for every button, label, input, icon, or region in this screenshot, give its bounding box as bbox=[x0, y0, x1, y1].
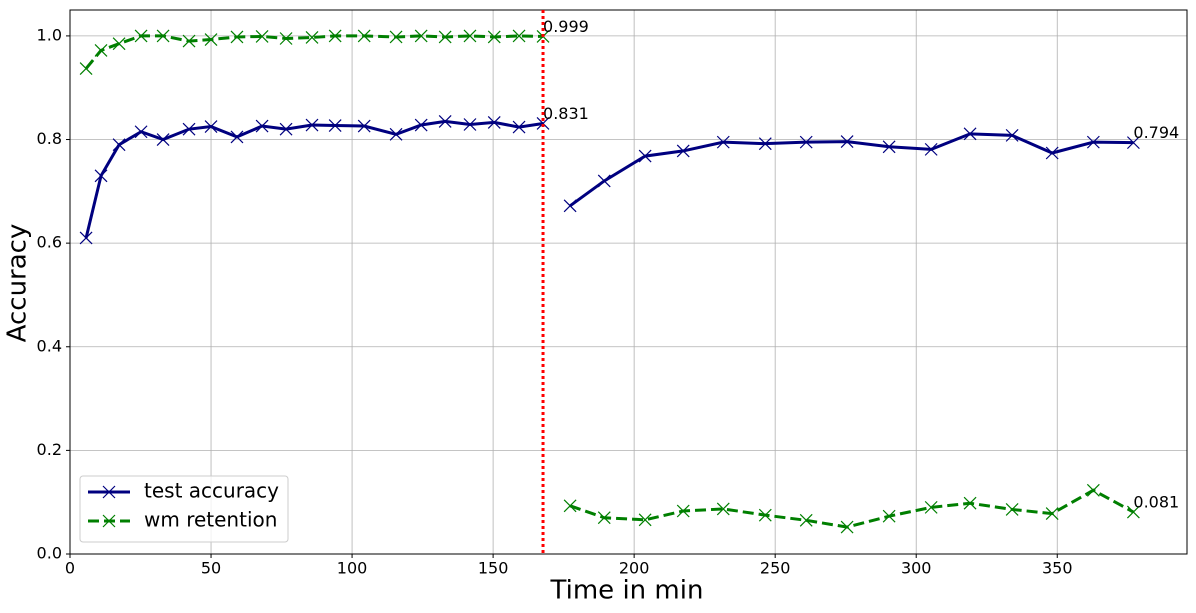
marker bbox=[279, 32, 293, 45]
marker bbox=[597, 174, 611, 188]
value-label: 0.794 bbox=[1133, 123, 1179, 142]
marker bbox=[204, 33, 218, 46]
marker bbox=[255, 29, 269, 43]
legend-label: wm retention bbox=[144, 508, 277, 532]
marker bbox=[414, 118, 428, 132]
marker bbox=[328, 29, 342, 43]
marker bbox=[924, 500, 938, 514]
marker bbox=[230, 130, 244, 144]
y-axis-label: Accuracy bbox=[3, 224, 33, 343]
marker bbox=[1086, 135, 1100, 149]
marker bbox=[328, 119, 342, 132]
y-tick-label: 0.6 bbox=[37, 233, 62, 252]
marker bbox=[182, 122, 196, 136]
marker bbox=[758, 508, 772, 522]
x-tick-label: 250 bbox=[760, 559, 791, 578]
marker bbox=[840, 520, 854, 534]
marker bbox=[279, 122, 293, 136]
marker bbox=[1005, 503, 1019, 516]
marker bbox=[389, 30, 403, 44]
marker bbox=[963, 127, 977, 141]
x-tick-label: 0 bbox=[65, 559, 75, 578]
marker bbox=[438, 114, 452, 128]
marker bbox=[924, 142, 938, 156]
marker bbox=[882, 140, 896, 154]
marker bbox=[1005, 128, 1019, 142]
plot-frame bbox=[69, 9, 1188, 555]
marker bbox=[758, 137, 772, 151]
marker bbox=[463, 118, 477, 131]
x-tick-label: 50 bbox=[201, 559, 221, 578]
y-tick-label: 0.8 bbox=[37, 129, 62, 148]
marker bbox=[112, 138, 126, 152]
y-tick-label: 1.0 bbox=[37, 25, 62, 44]
legend-marker bbox=[102, 514, 116, 528]
marker bbox=[156, 29, 170, 43]
marker bbox=[305, 118, 319, 132]
marker bbox=[840, 135, 854, 149]
value-label: 0.999 bbox=[543, 17, 589, 36]
marker bbox=[305, 31, 319, 44]
series-line bbox=[84, 119, 1134, 239]
marker bbox=[1045, 507, 1059, 521]
legend-label: test accuracy bbox=[144, 479, 279, 503]
marker bbox=[112, 37, 126, 51]
marker bbox=[716, 502, 730, 516]
marker bbox=[512, 120, 526, 134]
marker bbox=[487, 30, 501, 44]
marker bbox=[438, 30, 452, 44]
marker bbox=[156, 133, 170, 146]
x-axis-label: Time in min bbox=[550, 576, 704, 606]
marker bbox=[487, 116, 501, 129]
x-tick-label: 300 bbox=[901, 559, 932, 578]
y-tick-label: 0.0 bbox=[37, 544, 62, 563]
marker bbox=[1126, 505, 1140, 519]
marker bbox=[79, 231, 93, 245]
series-line bbox=[84, 34, 1135, 529]
x-tick-label: 200 bbox=[619, 559, 650, 578]
marker bbox=[182, 34, 196, 48]
x-tick-label: 100 bbox=[337, 559, 368, 578]
x-tick-label: 150 bbox=[478, 559, 509, 578]
marker bbox=[882, 509, 896, 523]
marker bbox=[414, 29, 428, 43]
marker bbox=[357, 119, 371, 133]
value-label: 0.831 bbox=[543, 104, 589, 123]
marker bbox=[1086, 483, 1100, 497]
marker bbox=[676, 504, 690, 518]
marker bbox=[638, 149, 652, 163]
marker bbox=[716, 135, 730, 149]
marker bbox=[134, 125, 148, 139]
marker bbox=[94, 169, 108, 183]
marker bbox=[357, 29, 371, 43]
marker bbox=[799, 513, 813, 527]
marker bbox=[230, 30, 244, 44]
x-tick-label: 350 bbox=[1042, 559, 1073, 578]
marker bbox=[1045, 146, 1059, 160]
marker bbox=[463, 29, 477, 43]
marker bbox=[204, 120, 218, 133]
marker bbox=[676, 144, 690, 158]
marker bbox=[638, 513, 652, 527]
marker bbox=[536, 117, 550, 130]
marker bbox=[94, 43, 108, 57]
marker bbox=[389, 127, 403, 141]
legend-marker bbox=[102, 485, 116, 499]
marker bbox=[255, 119, 269, 133]
legend-box bbox=[79, 475, 289, 543]
value-label: 0.081 bbox=[1133, 493, 1179, 512]
marker bbox=[963, 496, 977, 510]
marker bbox=[512, 29, 526, 43]
marker bbox=[597, 511, 611, 525]
y-tick-label: 0.2 bbox=[37, 440, 62, 459]
marker bbox=[563, 199, 577, 213]
marker bbox=[79, 62, 93, 75]
y-tick-label: 0.4 bbox=[37, 336, 62, 355]
marker bbox=[799, 135, 813, 149]
marker bbox=[563, 499, 577, 513]
marker bbox=[134, 29, 148, 43]
marker bbox=[1126, 136, 1140, 150]
